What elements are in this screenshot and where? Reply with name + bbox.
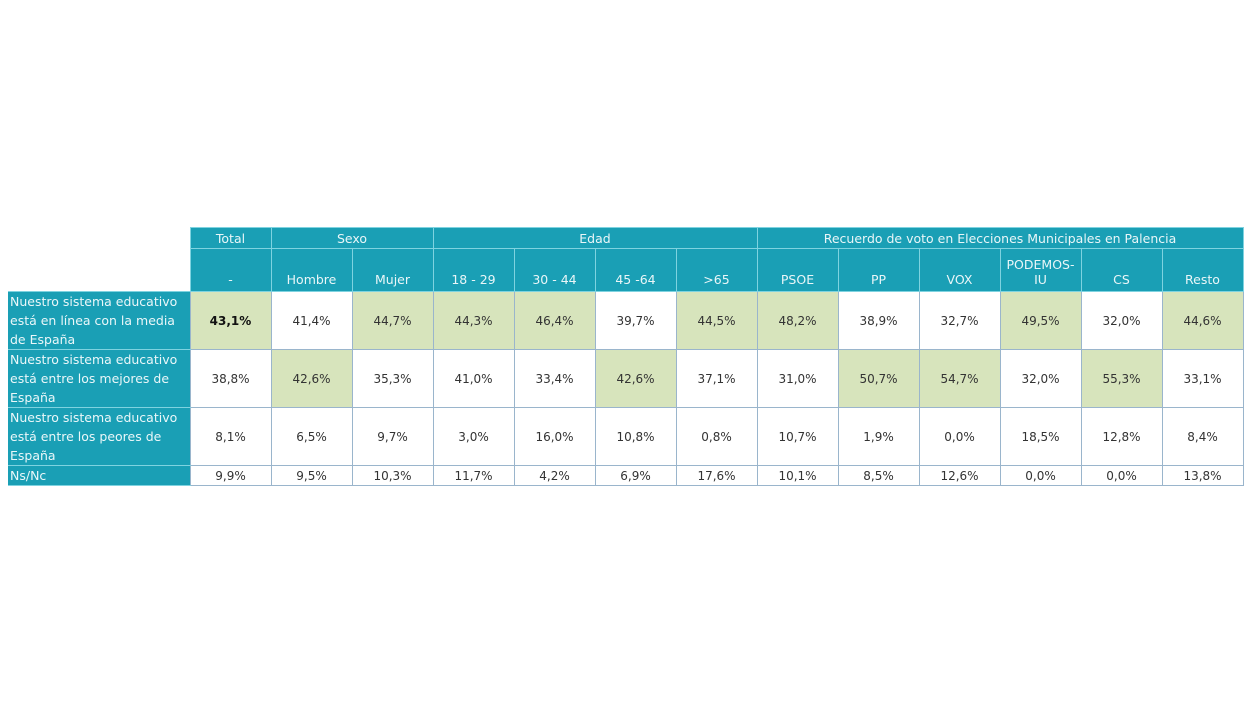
row-label: Nuestro sistema educativo está entre los… — [8, 407, 190, 466]
table-cell: 10,7% — [756, 407, 839, 466]
row-label: Nuestro sistema educativo está en línea … — [8, 291, 190, 350]
sub-header-30-44: 30 - 44 — [513, 248, 596, 292]
table-cell: 10,3% — [351, 465, 434, 486]
table-cell: 0,8% — [675, 407, 758, 466]
table-row: Nuestro sistema educativo está en línea … — [8, 291, 1244, 350]
table-cell: 17,6% — [675, 465, 758, 486]
table-cell: 32,0% — [1080, 291, 1163, 350]
table-cell: 10,1% — [756, 465, 839, 486]
table-cell: 43,1% — [189, 291, 272, 350]
sub-header-resto: Resto — [1161, 248, 1244, 292]
table-cell: 16,0% — [513, 407, 596, 466]
sub-header-hombre: Hombre — [270, 248, 353, 292]
table-row: Ns/Nc 9,9% 9,5% 10,3% 11,7% 4,2% 6,9% 17,6% 10,1… — [8, 465, 1244, 486]
table-cell: 44,6% — [1161, 291, 1244, 350]
table-cell: 0,0% — [918, 407, 1001, 466]
table-cell: 33,4% — [513, 349, 596, 408]
table-cell: 12,8% — [1080, 407, 1163, 466]
table-cell: 9,5% — [270, 465, 353, 486]
group-header-voto: Recuerdo de voto en Elecciones Municipal… — [756, 227, 1244, 249]
table-cell: 9,9% — [189, 465, 272, 486]
group-header-edad: Edad — [432, 227, 758, 249]
table-cell: 41,0% — [432, 349, 515, 408]
table-cell: 3,0% — [432, 407, 515, 466]
sub-header-mujer: Mujer — [351, 248, 434, 292]
table-cell: 8,5% — [837, 465, 920, 486]
table-cell: 44,3% — [432, 291, 515, 350]
table-cell: 33,1% — [1161, 349, 1244, 408]
table-cell: 32,7% — [918, 291, 1001, 350]
table-cell: 42,6% — [270, 349, 353, 408]
table-cell: 0,0% — [1080, 465, 1163, 486]
sub-header-18-29: 18 - 29 — [432, 248, 515, 292]
table-row: Nuestro sistema educativo está entre los… — [8, 407, 1244, 466]
table-cell: 44,7% — [351, 291, 434, 350]
table-cell: 37,1% — [675, 349, 758, 408]
group-header-row: Total Sexo Edad Recuerdo de voto en Elec… — [8, 227, 1244, 249]
sub-header-cs: CS — [1080, 248, 1163, 292]
group-header-sexo: Sexo — [270, 227, 434, 249]
sub-header-psoe: PSOE — [756, 248, 839, 292]
sub-header-vox: VOX — [918, 248, 1001, 292]
table-cell: 44,5% — [675, 291, 758, 350]
table-cell: 48,2% — [756, 291, 839, 350]
table-cell: 6,9% — [594, 465, 677, 486]
table-cell: 11,7% — [432, 465, 515, 486]
table-cell: 13,8% — [1161, 465, 1244, 486]
table-cell: 9,7% — [351, 407, 434, 466]
table-cell: 0,0% — [999, 465, 1082, 486]
table-cell: 54,7% — [918, 349, 1001, 408]
table-row: Nuestro sistema educativo está entre los… — [8, 349, 1244, 408]
sub-header-podemos-iu: PODEMOS-IU — [999, 248, 1082, 292]
table-cell: 49,5% — [999, 291, 1082, 350]
table-cell: 39,7% — [594, 291, 677, 350]
table-cell: 55,3% — [1080, 349, 1163, 408]
table-cell: 10,8% — [594, 407, 677, 466]
sub-header-row: - Hombre Mujer 18 - 29 30 - 44 45 -64 >6… — [8, 248, 1244, 292]
table-cell: 8,1% — [189, 407, 272, 466]
table-cell: 50,7% — [837, 349, 920, 408]
table-cell: 32,0% — [999, 349, 1082, 408]
corner-blank-2 — [8, 248, 190, 292]
sub-header-45-64: 45 -64 — [594, 248, 677, 292]
table-cell: 1,9% — [837, 407, 920, 466]
sub-header-65plus: >65 — [675, 248, 758, 292]
group-header-total: Total — [189, 227, 272, 249]
table-cell: 38,9% — [837, 291, 920, 350]
table-cell: 38,8% — [189, 349, 272, 408]
table-cell: 12,6% — [918, 465, 1001, 486]
table-cell: 18,5% — [999, 407, 1082, 466]
table-cell: 6,5% — [270, 407, 353, 466]
crosstab-container: Total Sexo Edad Recuerdo de voto en Elec… — [8, 227, 1244, 486]
corner-blank — [8, 227, 190, 249]
table-body: Nuestro sistema educativo está en línea … — [8, 291, 1244, 486]
table-cell: 42,6% — [594, 349, 677, 408]
table-cell: 41,4% — [270, 291, 353, 350]
table-cell: 4,2% — [513, 465, 596, 486]
table-cell: 8,4% — [1161, 407, 1244, 466]
sub-header-total: - — [189, 248, 272, 292]
table-cell: 46,4% — [513, 291, 596, 350]
sub-header-pp: PP — [837, 248, 920, 292]
table-cell: 31,0% — [756, 349, 839, 408]
row-label: Ns/Nc — [8, 465, 190, 486]
row-label: Nuestro sistema educativo está entre los… — [8, 349, 190, 408]
crosstab-table: Total Sexo Edad Recuerdo de voto en Elec… — [8, 227, 1244, 486]
table-cell: 35,3% — [351, 349, 434, 408]
